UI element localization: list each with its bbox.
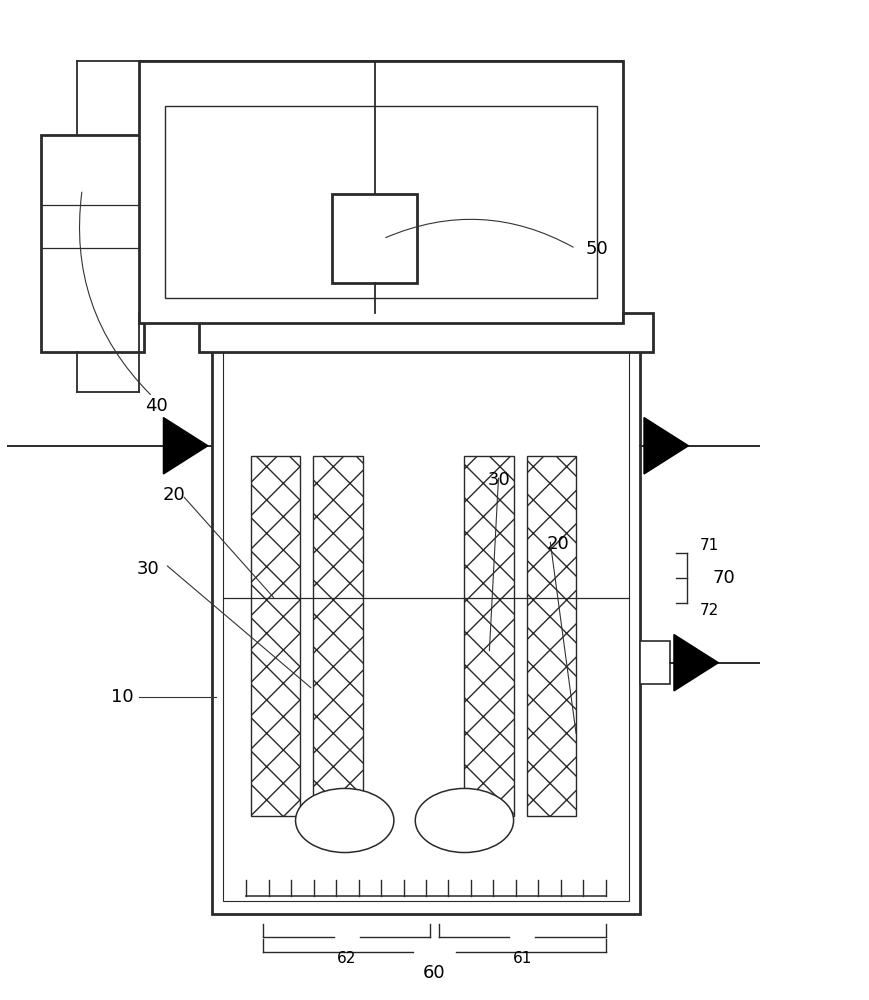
Text: 30: 30 [488,471,510,489]
Bar [313,456,362,816]
Bar [250,456,301,816]
Text: 20: 20 [163,486,185,504]
Text: 60: 60 [423,964,446,982]
Text: 50: 50 [586,240,608,258]
Bar [464,456,514,816]
Text: 70: 70 [713,569,735,587]
Polygon shape [163,418,208,474]
Ellipse shape [295,788,394,853]
Text: 40: 40 [145,397,168,415]
Polygon shape [674,635,719,691]
Bar [165,106,597,298]
Text: 30: 30 [136,560,159,578]
Bar [212,323,640,914]
Bar [527,456,576,816]
Polygon shape [644,418,688,474]
Bar [640,641,670,684]
Bar [332,194,417,283]
Bar [140,61,622,322]
Text: 10: 10 [111,688,134,706]
Bar [41,135,143,352]
Text: 62: 62 [337,951,356,966]
Text: 20: 20 [547,535,570,553]
Text: 72: 72 [700,603,719,618]
Text: 71: 71 [700,538,719,553]
Bar [223,335,628,901]
Bar [199,313,653,352]
Text: 61: 61 [513,951,532,966]
Ellipse shape [415,788,514,853]
